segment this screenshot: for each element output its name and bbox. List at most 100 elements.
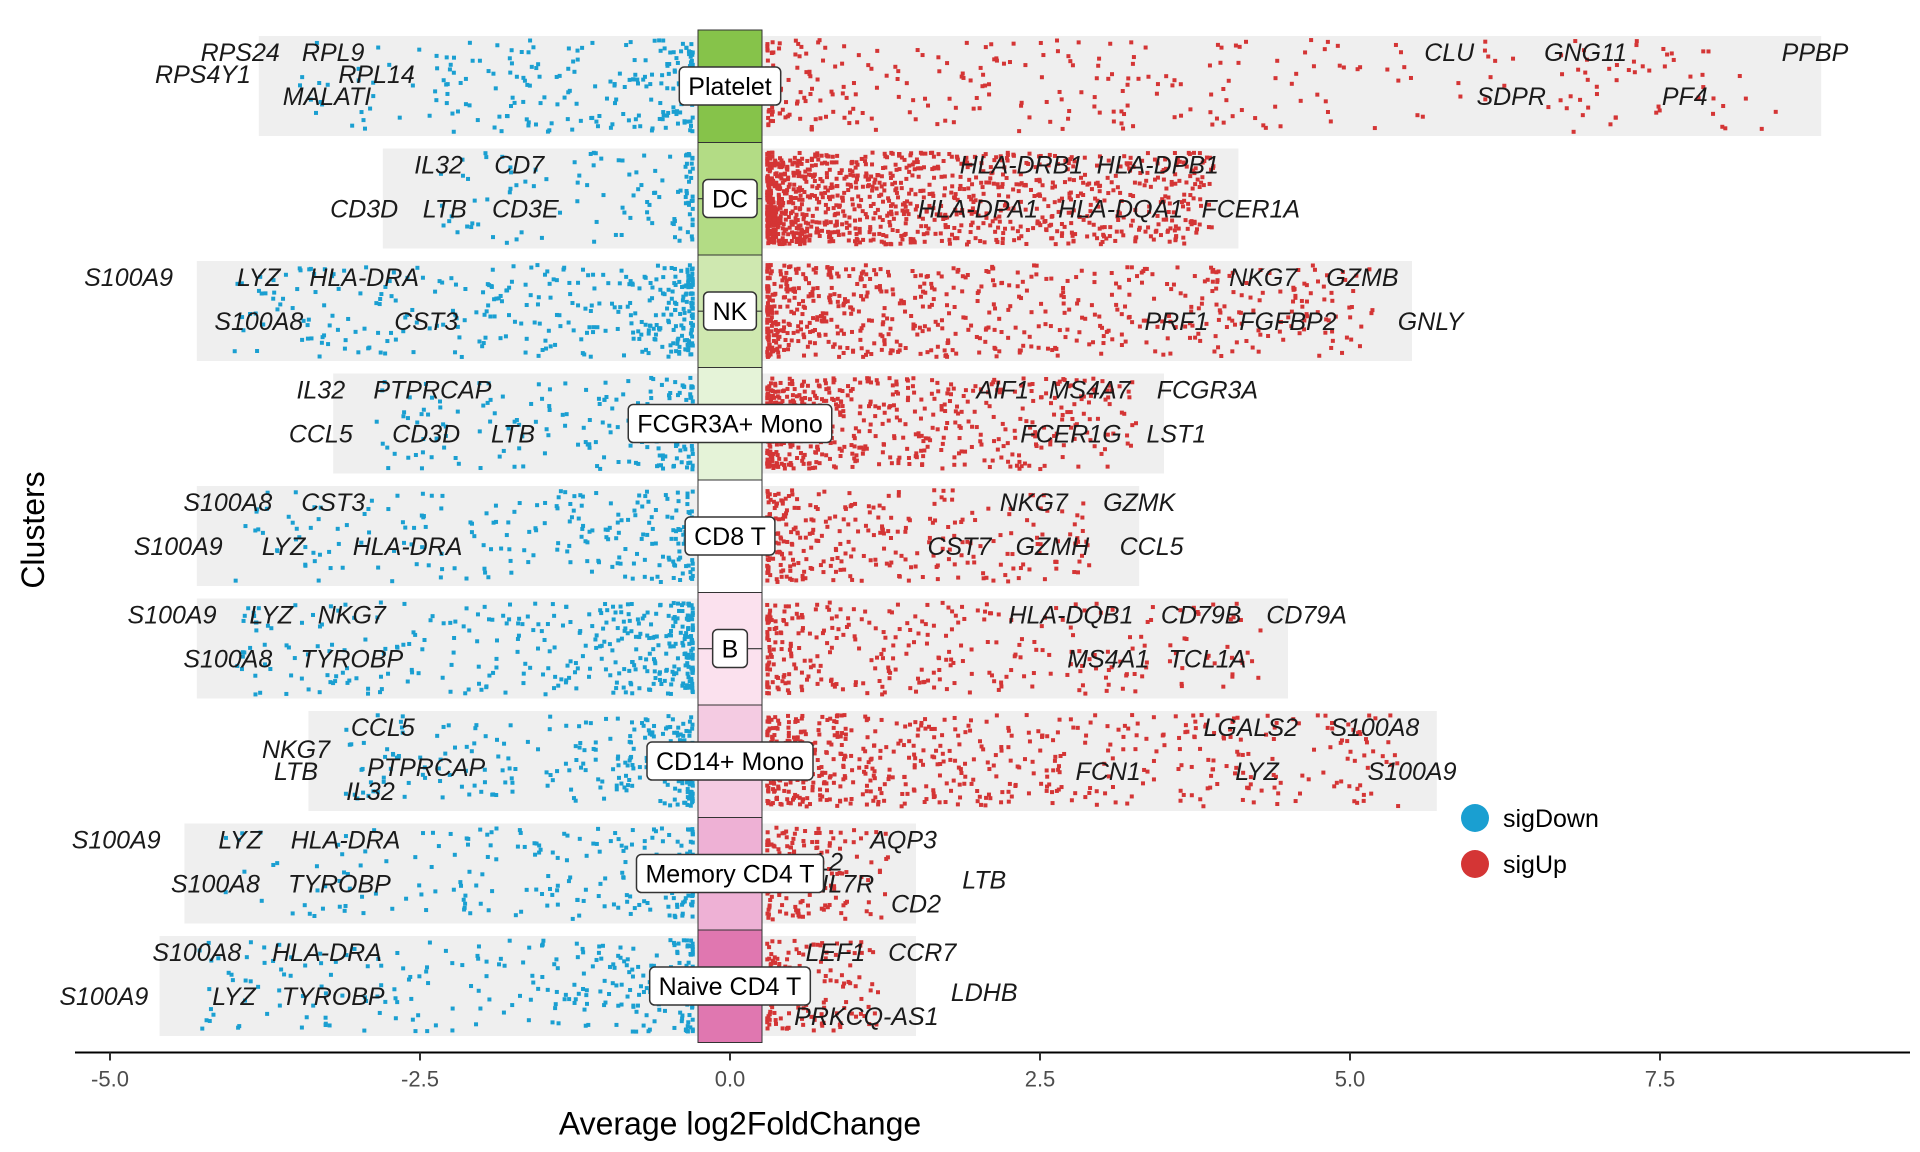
sigdown-point xyxy=(523,661,528,666)
sigdown-point xyxy=(643,58,648,63)
sigup-point xyxy=(889,348,894,353)
sigup-point xyxy=(865,691,870,696)
sigdown-point xyxy=(660,554,665,559)
sigup-point xyxy=(767,166,772,171)
sigdown-point xyxy=(686,280,691,285)
sigup-point xyxy=(1167,313,1172,318)
sigdown-point xyxy=(412,525,417,530)
sigdown-point xyxy=(688,375,693,380)
sigup-point xyxy=(1038,223,1043,228)
sigup-point xyxy=(880,334,885,339)
sigup-point xyxy=(859,277,864,282)
sigup-point xyxy=(1003,573,1008,578)
sigdown-point xyxy=(621,619,626,624)
sigup-point xyxy=(837,446,842,451)
sigup-point xyxy=(832,292,837,297)
sigdown-point xyxy=(690,312,695,317)
sigup-point xyxy=(913,295,918,300)
sigdown-point xyxy=(690,129,695,134)
sigup-point xyxy=(1046,204,1051,209)
sigup-point xyxy=(943,212,948,217)
sigup-point xyxy=(785,188,790,193)
sigdown-point xyxy=(523,179,528,184)
sigdown-point xyxy=(623,574,628,579)
sigup-point xyxy=(800,156,805,161)
sigup-point xyxy=(1016,576,1021,581)
sigup-point xyxy=(772,304,777,309)
sigup-point xyxy=(802,658,807,663)
sigup-point xyxy=(1234,340,1239,345)
sigup-point xyxy=(1291,285,1296,290)
sigup-point xyxy=(1298,98,1303,103)
sigup-point xyxy=(1010,552,1015,557)
sigdown-point xyxy=(686,345,691,350)
sigup-point xyxy=(1289,324,1294,329)
sigup-point xyxy=(769,240,774,245)
sigup-point xyxy=(773,320,778,325)
sigdown-point xyxy=(686,652,691,657)
sigup-point xyxy=(841,414,846,419)
sigup-point xyxy=(939,238,944,243)
sigup-point xyxy=(805,344,810,349)
sigup-point xyxy=(827,390,832,395)
sigup-point xyxy=(789,651,794,656)
sigup-point xyxy=(829,230,834,235)
sigdown-point xyxy=(689,352,694,357)
sigup-point xyxy=(977,350,982,355)
sigup-point xyxy=(896,493,901,498)
sigup-point xyxy=(787,265,792,270)
sigup-point xyxy=(770,212,775,217)
sigup-point xyxy=(1029,310,1034,315)
sigup-point xyxy=(1003,427,1008,432)
sigup-point xyxy=(1117,384,1122,389)
sigup-point xyxy=(848,182,853,187)
sigup-point xyxy=(1106,682,1111,687)
sigup-point xyxy=(847,215,852,220)
sigdown-point xyxy=(494,665,499,670)
sigdown-point xyxy=(410,307,415,312)
sigdown-point xyxy=(624,43,629,48)
sigup-point xyxy=(886,529,891,534)
sigdown-point xyxy=(394,755,399,760)
sigup-point xyxy=(813,505,818,510)
sigup-point xyxy=(959,643,964,648)
sigup-point xyxy=(841,303,846,308)
sigdown-point xyxy=(681,541,686,546)
sigup-point xyxy=(854,453,859,458)
sigup-point xyxy=(768,398,773,403)
sigdown-point xyxy=(647,651,652,656)
sigdown-point xyxy=(319,622,324,627)
sigdown-point xyxy=(682,338,687,343)
sigup-point xyxy=(855,162,860,167)
sigdown-point xyxy=(602,455,607,460)
sigdown-point xyxy=(293,603,298,608)
sigdown-point xyxy=(567,543,572,548)
sigup-point xyxy=(784,282,789,287)
sigup-point xyxy=(1245,650,1250,655)
sigup-point xyxy=(828,185,833,190)
sigup-point xyxy=(925,350,930,355)
sigdown-point xyxy=(579,337,584,342)
sigup-point xyxy=(873,626,878,631)
sigup-point xyxy=(767,612,772,617)
sigup-point xyxy=(1214,302,1219,307)
sigdown-point xyxy=(652,657,657,662)
sigdown-point xyxy=(601,626,606,631)
sigdown-point xyxy=(657,195,662,200)
sigup-point xyxy=(1100,225,1105,230)
sigdown-point xyxy=(452,566,457,571)
sigdown-point xyxy=(690,155,695,160)
sigup-point xyxy=(952,225,957,230)
sigdown-point xyxy=(379,292,384,297)
sigdown-point xyxy=(588,308,593,313)
sigup-point xyxy=(1398,50,1403,55)
sigup-point xyxy=(1091,376,1096,381)
sigup-point xyxy=(1190,323,1195,328)
sigdown-point xyxy=(517,446,522,451)
sigup-point xyxy=(921,188,926,193)
sigup-point xyxy=(1027,151,1032,156)
sigup-point xyxy=(840,222,845,227)
sigdown-point xyxy=(475,118,480,123)
sigup-point xyxy=(783,337,788,342)
sigup-point xyxy=(793,267,798,272)
